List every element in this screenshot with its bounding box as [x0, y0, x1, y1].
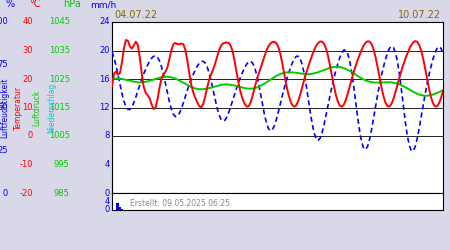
Text: 4: 4: [104, 160, 110, 169]
Text: 0: 0: [27, 132, 33, 140]
Text: 0: 0: [104, 188, 110, 198]
Text: 4: 4: [104, 197, 110, 206]
Text: 50: 50: [0, 103, 8, 112]
Text: 12: 12: [99, 103, 110, 112]
Text: 985: 985: [54, 188, 70, 198]
Text: 100: 100: [0, 18, 8, 26]
Text: Luftfeuchtigkeit: Luftfeuchtigkeit: [0, 77, 9, 138]
Text: mm/h: mm/h: [90, 0, 116, 10]
Text: Erstellt: 09.05.2025 06:25: Erstellt: 09.05.2025 06:25: [130, 198, 230, 207]
Text: 1025: 1025: [49, 74, 70, 84]
Text: 20: 20: [99, 46, 110, 55]
Text: 1035: 1035: [49, 46, 70, 55]
Text: 30: 30: [22, 46, 33, 55]
Text: Luftdruck: Luftdruck: [32, 89, 41, 126]
Text: Temperatur: Temperatur: [14, 86, 22, 130]
Text: 10.07.22: 10.07.22: [398, 10, 441, 20]
Text: hPa: hPa: [63, 0, 81, 10]
Text: °C: °C: [29, 0, 41, 10]
Text: 20: 20: [22, 74, 33, 84]
Bar: [121, 209, 123, 210]
Text: 0: 0: [104, 206, 110, 214]
Text: 0: 0: [3, 188, 8, 198]
Text: 24: 24: [99, 18, 110, 26]
Text: 04.07.22: 04.07.22: [114, 10, 158, 20]
Text: 75: 75: [0, 60, 8, 69]
Text: 8: 8: [104, 132, 110, 140]
Text: -20: -20: [19, 188, 33, 198]
Bar: [118, 207, 122, 210]
Text: 10: 10: [22, 103, 33, 112]
Text: 40: 40: [22, 18, 33, 26]
Text: 1015: 1015: [49, 103, 70, 112]
Text: 995: 995: [54, 160, 70, 169]
Text: Niederschlag: Niederschlag: [47, 82, 56, 132]
Text: 25: 25: [0, 146, 8, 155]
Text: -10: -10: [19, 160, 33, 169]
Text: 1045: 1045: [49, 18, 70, 26]
Text: %: %: [5, 0, 14, 10]
Text: 1005: 1005: [49, 132, 70, 140]
Text: 16: 16: [99, 74, 110, 84]
Bar: [117, 203, 119, 210]
